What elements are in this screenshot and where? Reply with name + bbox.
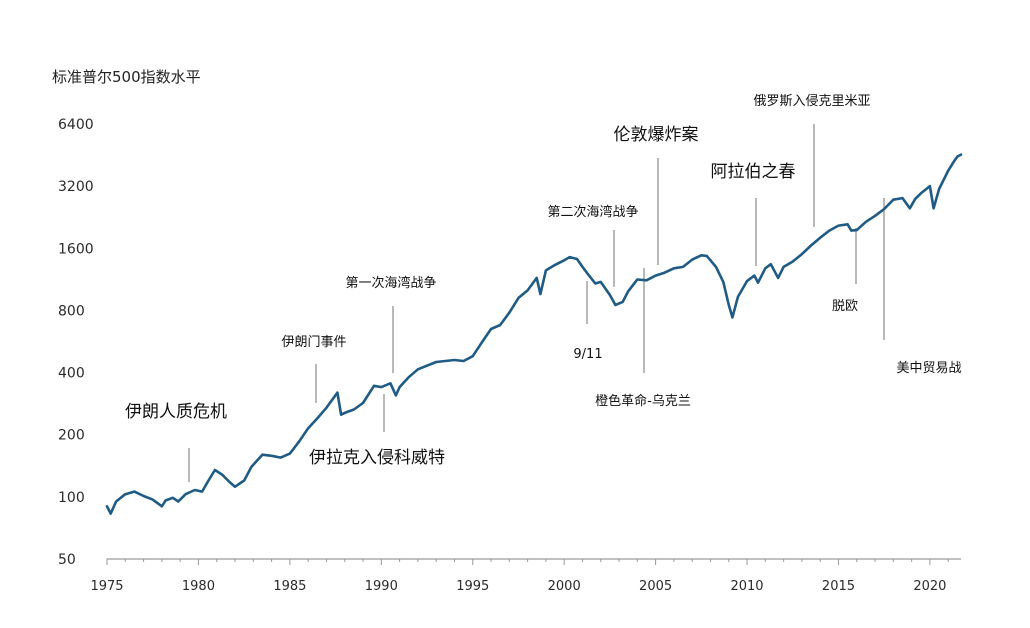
annotation-label: 9/11 (573, 347, 602, 362)
y-tick-label: 6400 (58, 117, 94, 133)
x-axis: 1975 1980 1985 1990 1995 2000 2005 2010 2015 2020 (90, 558, 961, 594)
y-tick-label: 3200 (58, 179, 94, 195)
y-tick-label: 1600 (58, 241, 94, 257)
annotation-label: 第二次海湾战争 (547, 204, 638, 220)
x-tick-label: 2015 (822, 579, 855, 594)
y-tick-label: 800 (58, 303, 85, 319)
y-tick-label: 200 (58, 428, 85, 444)
annotation-label: 脱欧 (832, 299, 858, 314)
x-tick-label: 2000 (548, 579, 581, 594)
x-tick-label: 1985 (273, 579, 306, 594)
annotation-label: 橙色革命-乌克兰 (595, 393, 691, 409)
annotation-lines (188, 124, 885, 482)
y-axis-ticks: 50 100 200 400 800 1600 3200 6400 (58, 117, 94, 568)
y-tick-label: 100 (58, 490, 85, 506)
x-tick-label: 2010 (730, 579, 763, 594)
annotation-label: 伊朗门事件 (281, 335, 346, 350)
x-tick-label: 1980 (182, 579, 215, 594)
annotation-label: 阿拉伯之春 (711, 162, 796, 182)
annotation-label: 伦敦爆炸案 (614, 125, 699, 145)
annotation-label: 伊朗人质危机 (125, 402, 227, 422)
sp500-series-line (105, 153, 963, 515)
annotation-label: 美中贸易战 (896, 361, 961, 376)
annotation-label: 俄罗斯入侵克里米亚 (753, 93, 870, 109)
y-tick-label: 50 (58, 552, 76, 568)
x-tick-label: 1995 (456, 579, 489, 594)
x-tick-label: 2020 (913, 579, 946, 594)
x-tick-label: 1975 (90, 579, 123, 594)
y-axis-label: 标准普尔500指数水平 (52, 68, 201, 86)
annotation-label: 伊拉克入侵科威特 (309, 448, 445, 468)
annotation-label: 第一次海湾战争 (345, 275, 436, 291)
y-tick-label: 400 (58, 366, 85, 382)
x-tick-label: 1990 (365, 579, 398, 594)
x-tick-label: 2005 (639, 579, 672, 594)
